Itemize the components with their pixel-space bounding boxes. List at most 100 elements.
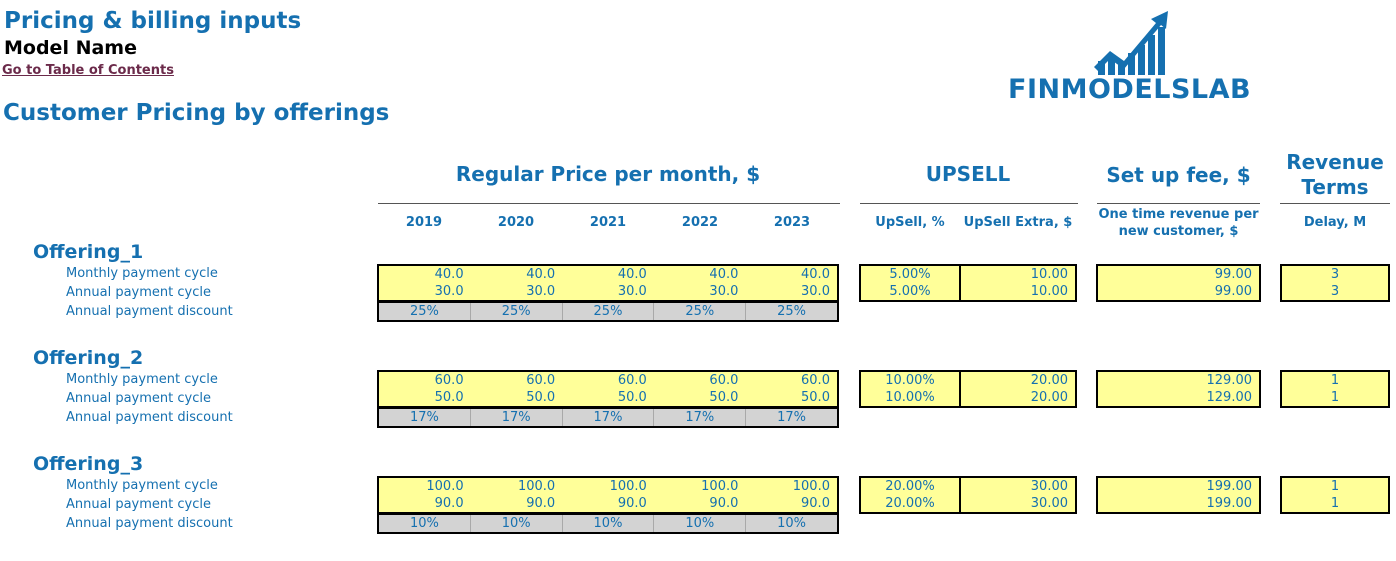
delay-cell[interactable]: 1	[1330, 496, 1340, 511]
price-cell[interactable]: 60.0	[526, 373, 556, 388]
discount-cell: 17%	[653, 409, 745, 426]
setup-fee-block: 129.00 129.00	[1096, 370, 1261, 408]
discount-cell: 17%	[561, 409, 654, 426]
price-cell[interactable]: 50.0	[801, 390, 830, 405]
price-cell[interactable]: 30.0	[526, 284, 556, 299]
price-cell[interactable]: 40.0	[526, 267, 556, 282]
price-cell[interactable]: 50.0	[526, 390, 556, 405]
setup-fee-cell[interactable]: 99.00	[1214, 284, 1252, 299]
price-cell[interactable]: 60.0	[709, 373, 739, 388]
price-cell[interactable]: 90.0	[709, 496, 739, 511]
delay-cell[interactable]: 1	[1330, 479, 1340, 494]
discount-cell: 10%	[561, 515, 654, 532]
upsell-extra-cell[interactable]: 30.00	[1030, 479, 1068, 494]
discount-cell: 25%	[561, 303, 654, 320]
discount-cell: 17%	[409, 410, 439, 425]
upsell-extra-block: 10.00 10.00	[959, 264, 1077, 302]
divider	[860, 203, 1078, 204]
logo-text: FINMODELSLAB	[1008, 74, 1252, 105]
discount-cell: 10%	[469, 515, 562, 532]
delay-cell[interactable]: 3	[1330, 267, 1340, 282]
price-cell[interactable]: 90.0	[617, 496, 647, 511]
discount-cell: 25%	[745, 303, 837, 320]
price-cell[interactable]: 90.0	[526, 496, 556, 511]
discount-block: 25% 25% 25% 25% 25%	[377, 302, 839, 322]
col-year: 2019	[405, 215, 443, 230]
page-title: Pricing & billing inputs	[4, 8, 302, 34]
setup-fee-cell[interactable]: 99.00	[1214, 267, 1252, 282]
upsell-pct-cell[interactable]: 5.00%	[889, 284, 931, 299]
upsell-pct-cell[interactable]: 10.00%	[885, 373, 935, 388]
price-cell[interactable]: 30.0	[617, 284, 647, 299]
toc-link[interactable]: Go to Table of Contents	[2, 63, 174, 78]
row-label-discount: Annual payment discount	[66, 304, 233, 319]
delay-block: 3 3	[1280, 264, 1390, 302]
upsell-pct-cell[interactable]: 10.00%	[885, 390, 935, 405]
setup-fee-cell[interactable]: 129.00	[1206, 373, 1253, 388]
upsell-pct-cell[interactable]: 20.00%	[885, 479, 935, 494]
row-label-monthly: Monthly payment cycle	[66, 372, 218, 387]
price-cell[interactable]: 100.0	[426, 479, 464, 494]
row-label-monthly: Monthly payment cycle	[66, 266, 218, 281]
price-input-block: 100.0 100.0 100.0 100.0 100.0 90.0 90.0 …	[377, 476, 839, 514]
price-cell[interactable]: 30.0	[434, 284, 464, 299]
delay-cell[interactable]: 1	[1330, 373, 1340, 388]
col-year: 2022	[681, 215, 719, 230]
col-upsell-pct: UpSell, %	[875, 215, 945, 230]
price-input-block: 40.0 40.0 40.0 40.0 40.0 30.0 30.0 30.0 …	[377, 264, 839, 302]
divider	[378, 203, 840, 204]
discount-block: 17% 17% 17% 17% 17%	[377, 408, 839, 428]
setup-fee-block: 199.00 199.00	[1096, 476, 1261, 514]
setup-fee-cell[interactable]: 199.00	[1206, 479, 1253, 494]
price-cell[interactable]: 60.0	[617, 373, 647, 388]
delay-cell[interactable]: 3	[1330, 284, 1340, 299]
price-cell[interactable]: 40.0	[801, 267, 830, 282]
price-cell[interactable]: 60.0	[801, 373, 830, 388]
col-delay: Delay, M	[1303, 215, 1367, 230]
price-cell[interactable]: 40.0	[434, 267, 464, 282]
price-cell[interactable]: 30.0	[709, 284, 739, 299]
delay-cell[interactable]: 1	[1330, 390, 1340, 405]
upsell-extra-cell[interactable]: 10.00	[1030, 284, 1068, 299]
price-cell[interactable]: 100.0	[517, 479, 556, 494]
discount-cell: 17%	[469, 409, 562, 426]
finmodelslab-logo	[1094, 11, 1168, 75]
price-cell[interactable]: 50.0	[709, 390, 739, 405]
setup-fee-cell[interactable]: 199.00	[1206, 496, 1253, 511]
discount-cell: 10%	[653, 515, 745, 532]
col-upsell-extra: UpSell Extra, $	[963, 215, 1073, 230]
upsell-pct-cell[interactable]: 5.00%	[889, 267, 931, 282]
upsell-pct-block: 5.00% 5.00%	[859, 264, 961, 302]
upsell-extra-cell[interactable]: 10.00	[1030, 267, 1068, 282]
group-upsell: UPSELL	[925, 162, 1011, 186]
upsell-pct-cell[interactable]: 20.00%	[885, 496, 935, 511]
price-cell[interactable]: 90.0	[801, 496, 830, 511]
price-cell[interactable]: 100.0	[701, 479, 739, 494]
price-cell[interactable]: 60.0	[434, 373, 464, 388]
discount-cell: 10%	[745, 515, 837, 532]
price-cell[interactable]: 40.0	[617, 267, 647, 282]
row-label-annual: Annual payment cycle	[66, 391, 211, 406]
price-cell[interactable]: 40.0	[709, 267, 739, 282]
price-cell[interactable]: 90.0	[434, 496, 464, 511]
model-name: Model Name	[4, 37, 137, 59]
price-cell[interactable]: 50.0	[617, 390, 647, 405]
row-label-annual: Annual payment cycle	[66, 285, 211, 300]
setup-fee-cell[interactable]: 129.00	[1206, 390, 1253, 405]
setup-fee-block: 99.00 99.00	[1096, 264, 1261, 302]
upsell-extra-cell[interactable]: 30.00	[1030, 496, 1068, 511]
upsell-pct-block: 20.00% 20.00%	[859, 476, 961, 514]
upsell-extra-cell[interactable]: 20.00	[1030, 373, 1068, 388]
offering-title: Offering_1	[33, 241, 144, 263]
price-cell[interactable]: 100.0	[609, 479, 647, 494]
section-title: Customer Pricing by offerings	[3, 100, 390, 126]
discount-cell: 10%	[409, 516, 439, 531]
offering-title: Offering_3	[33, 453, 144, 475]
group-setup-fee: Set up fee, $	[1106, 163, 1251, 187]
price-cell[interactable]: 30.0	[801, 284, 830, 299]
upsell-extra-cell[interactable]: 20.00	[1030, 390, 1068, 405]
price-cell[interactable]: 100.0	[792, 479, 830, 494]
row-label-discount: Annual payment discount	[66, 410, 233, 425]
price-cell[interactable]: 50.0	[434, 390, 464, 405]
col-setup-fee: One time revenue per new customer, $	[1098, 207, 1259, 239]
